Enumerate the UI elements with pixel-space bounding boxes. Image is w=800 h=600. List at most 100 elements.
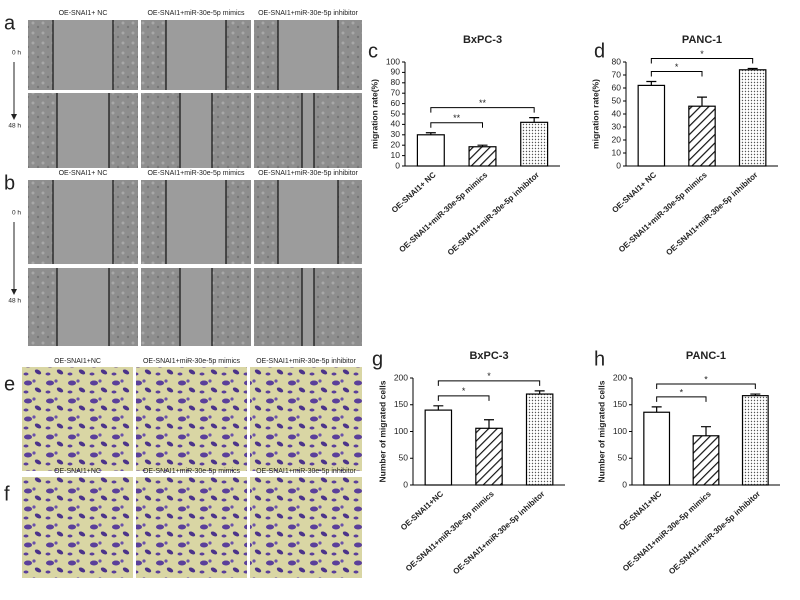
significance-bracket [650,71,703,77]
column-header: OE-SNAI1+miR-30e-5p mimics [143,468,241,475]
y-tick-label: 50 [612,95,622,105]
bar [738,69,767,167]
error-bar [651,406,662,413]
x-tick-label: OE-SNAI1+miR-30e-5p mimics [621,489,713,573]
error-bar [529,117,540,123]
y-tick-label: 50 [391,108,401,118]
panel-letter: g [372,348,383,370]
significance-bracket [650,58,754,64]
significance-label: * [704,374,708,384]
significance-bracket [430,107,535,113]
y-tick-label: 20 [612,134,622,144]
chart-title: PANC-1 [682,34,722,46]
x-tick-label: OE-SNAI1+miR-30e-5p mimics [397,170,489,254]
significance-label: * [462,386,466,396]
column-header: OE-SNAI1+ NC [59,10,108,17]
significance-label: * [487,371,491,381]
y-tick-label: 0 [616,160,621,170]
error-bar [646,80,657,86]
bar [692,435,720,486]
error-bar [484,419,494,429]
y-axis-label: migration rate(%) [590,79,600,149]
y-tick-label: 60 [612,82,622,92]
panel-letter: a [4,12,16,34]
panel-letter: e [4,373,15,395]
x-tick-label: OE-SNAI1+NC [399,489,445,532]
bar [475,427,503,486]
time-arrow-head [11,289,17,295]
column-header: OE-SNAI1+miR-30e-5p inhibitor [256,358,356,365]
y-tick-label: 50 [399,453,409,463]
wound-gap [180,268,212,346]
y-tick-label: 50 [618,453,628,463]
chart-title: BxPC-3 [469,350,508,362]
panel-letter: f [4,483,10,505]
bar [416,134,445,167]
error-bar [425,132,436,135]
significance-label: * [680,387,684,397]
y-tick-label: 10 [391,150,401,160]
micrograph [250,367,362,471]
wound-gap [278,20,338,90]
bar [520,121,549,167]
bar [643,411,671,486]
y-tick-label: 100 [394,426,408,436]
significance-label: ** [453,113,461,123]
error-bar [477,144,488,147]
bar [424,409,453,486]
bar [637,84,666,167]
x-tick-label: OE-SNAI1+miR-30e-5p inhibitor [664,170,759,257]
wound-gap [53,20,113,90]
significance-label: * [700,49,704,59]
y-tick-label: 70 [612,69,622,79]
x-tick-label: OE-SNAI1+miR-30e-5p inhibitor [667,489,762,576]
column-header: OE-SNAI1+NC [54,468,101,475]
error-bar [750,393,761,396]
wound-gap [53,180,113,264]
chart-title: BxPC-3 [463,34,502,46]
panel-letter: h [594,348,605,370]
wound-gap [57,268,109,346]
error-bar [747,67,758,70]
column-header: OE-SNAI1+miR-30e-5p inhibitor [256,468,356,475]
column-header: OE-SNAI1+NC [54,358,101,365]
column-header: OE-SNAI1+miR-30e-5p inhibitor [258,10,358,17]
y-tick-label: 100 [613,426,627,436]
x-tick-label: OE-SNAI1+ NC [390,170,438,214]
column-header: OE-SNAI1+miR-30e-5p mimics [147,10,245,17]
significance-bracket [656,396,707,402]
y-tick-label: 0 [395,160,400,170]
x-tick-label: OE-SNAI1+miR-30e-5p mimics [617,170,709,254]
significance-label: ** [479,98,487,108]
wound-gap [166,180,226,264]
y-tick-label: 200 [394,372,408,382]
wound-gap [57,93,109,168]
x-tick-label: OE-SNAI1+miR-30e-5p inhibitor [446,170,541,257]
y-tick-label: 90 [391,67,401,77]
x-tick-label: OE-SNAI1+miR-30e-5p mimics [404,489,496,573]
y-tick-label: 40 [612,108,622,118]
micrograph [22,367,133,471]
error-bar [697,96,707,107]
wound-gap [302,93,314,168]
significance-bracket [430,122,483,128]
y-tick-label: 20 [391,139,401,149]
significance-bracket [656,383,756,390]
micrograph [136,367,247,471]
wound-gap [302,268,314,346]
panel-letter: d [594,40,605,62]
y-tick-label: 80 [612,56,622,66]
y-tick-label: 30 [391,129,401,139]
y-tick-label: 0 [622,479,627,489]
panel-letter: c [368,40,378,62]
wound-gap [166,20,226,90]
micrograph [136,477,247,578]
panel-letter: b [4,172,15,194]
bar [688,105,716,167]
row-label: 0 h [12,210,21,217]
row-label: 0 h [12,50,21,57]
y-tick-label: 150 [613,399,627,409]
y-tick-label: 30 [612,121,622,131]
time-arrow-head [11,114,17,120]
column-header: OE-SNAI1+miR-30e-5p mimics [143,358,241,365]
